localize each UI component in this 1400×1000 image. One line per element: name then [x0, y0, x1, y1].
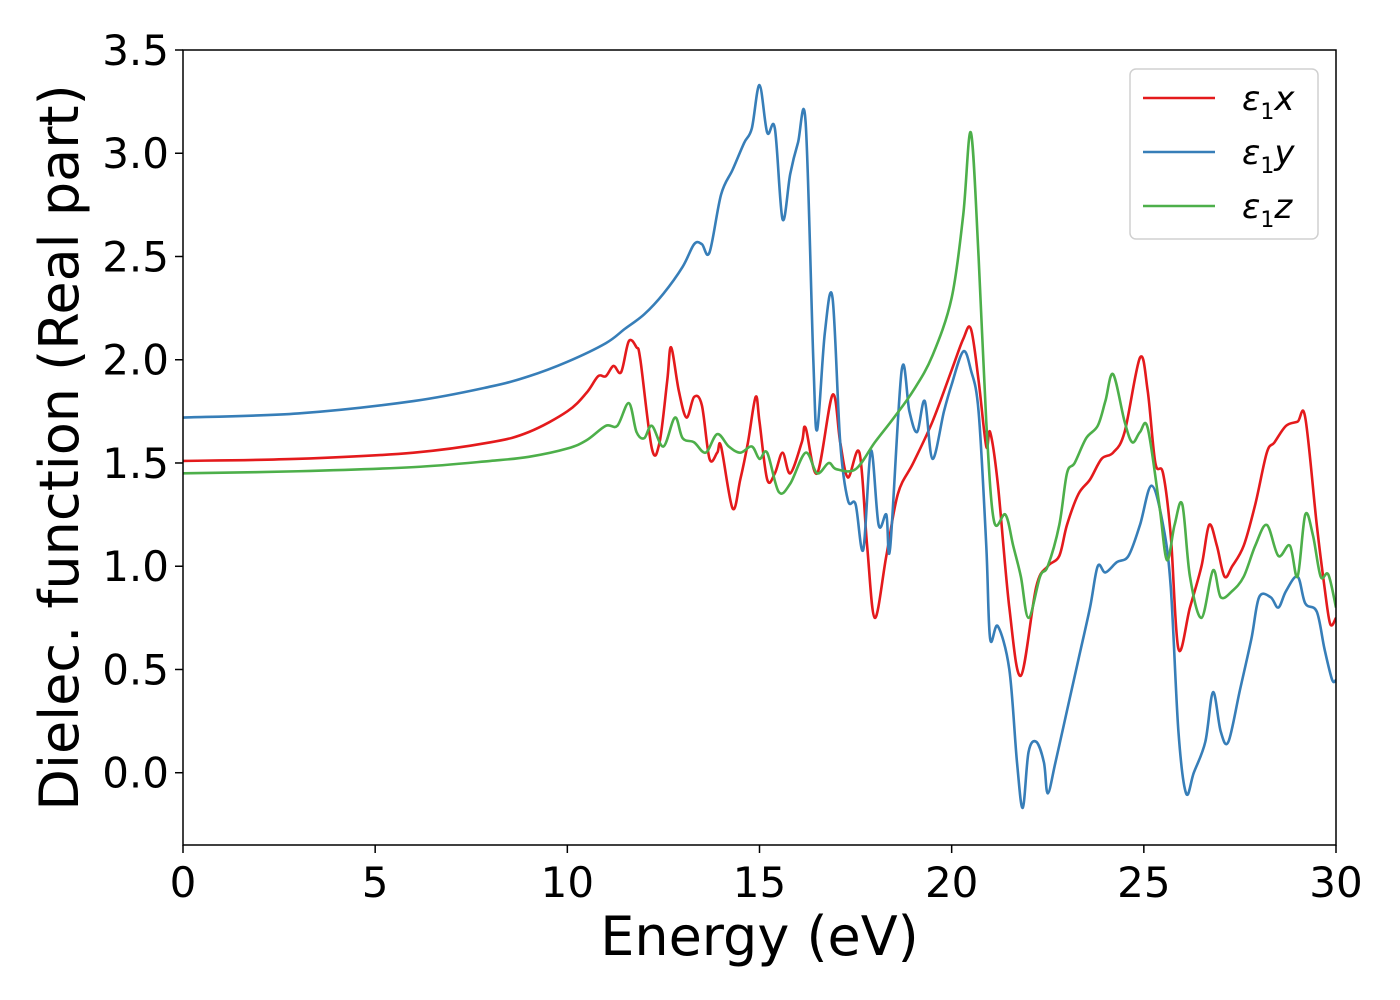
plot-lines: [183, 83, 1336, 810]
legend-box: [1129, 68, 1319, 240]
y-axis-label: Dielec. function (Real part): [28, 84, 91, 810]
y-tick-label: 1.0: [102, 542, 169, 591]
legend-label: ε1x: [1242, 79, 1295, 125]
legend-item-y: ε1y: [1143, 133, 1295, 179]
y-tick-label: 2.5: [102, 232, 169, 281]
x-tick-label: 20: [925, 858, 978, 907]
legend-item-z: ε1z: [1143, 187, 1293, 233]
y-tick-label: 3.0: [102, 129, 169, 178]
series-line-x: [183, 325, 1336, 677]
x-axis: 0 5 10 15 20 25 30: [170, 845, 1363, 907]
legend-label: ε1y: [1242, 133, 1295, 179]
series-line-z: [183, 131, 1336, 620]
legend-label: ε1z: [1242, 187, 1293, 233]
x-axis-label: Energy (eV): [600, 905, 919, 968]
x-tick-label: 25: [1117, 858, 1170, 907]
x-tick-label: 30: [1309, 858, 1362, 907]
y-tick-label: 0.5: [102, 645, 169, 694]
x-tick-label: 15: [733, 858, 786, 907]
x-tick-label: 10: [541, 858, 594, 907]
y-tick-label: 1.5: [102, 439, 169, 488]
x-tick-label: 0: [170, 858, 197, 907]
legend: ε1x ε1y ε1z: [1129, 68, 1319, 240]
legend-item-x: ε1x: [1143, 79, 1295, 125]
y-tick-label: 2.0: [102, 336, 169, 385]
y-axis: 0.0 0.5 1.0 1.5 2.0 2.5 3.0 3.5: [102, 26, 183, 798]
series-line-y: [183, 83, 1336, 810]
y-tick-label: 0.0: [102, 749, 169, 798]
y-tick-label: 3.5: [102, 26, 169, 75]
x-tick-label: 5: [362, 858, 389, 907]
